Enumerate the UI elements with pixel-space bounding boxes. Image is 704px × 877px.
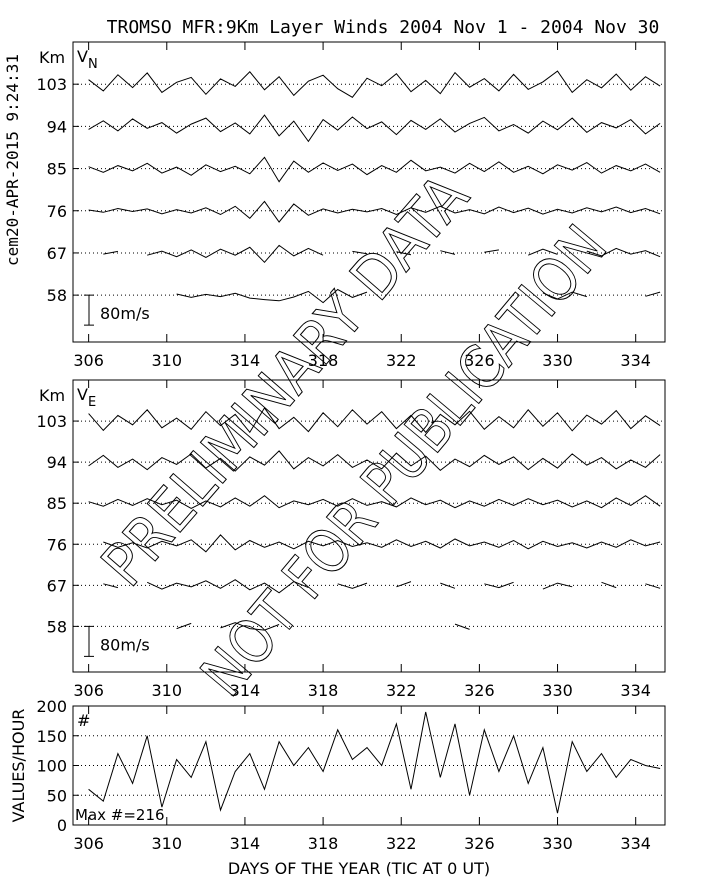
y-tick-label: 76 xyxy=(47,535,67,554)
panel-label: VE xyxy=(77,385,96,410)
x-tick-label: 318 xyxy=(308,681,339,700)
x-tick-label: 306 xyxy=(73,681,104,700)
annotation: Max #=216 xyxy=(75,806,165,824)
x-tick-label: 334 xyxy=(620,351,651,370)
y-tick-label: 103 xyxy=(36,412,67,431)
x-tick-label: 330 xyxy=(542,681,573,700)
x-tick-label: 322 xyxy=(386,834,417,853)
scale-label: 80m/s xyxy=(100,635,150,654)
y-axis-label: Km xyxy=(39,48,65,67)
wind-trace xyxy=(88,70,661,98)
x-tick-label: 306 xyxy=(73,834,104,853)
x-tick-label: 330 xyxy=(542,351,573,370)
x-tick-label: 326 xyxy=(464,834,495,853)
wind-trace xyxy=(88,406,661,434)
y-tick-label: 150 xyxy=(36,727,67,746)
wind-trace xyxy=(88,495,661,509)
frame xyxy=(72,41,666,343)
y-tick-label: 100 xyxy=(36,757,67,776)
wind-trace xyxy=(88,450,661,472)
y-tick-label: 85 xyxy=(47,494,67,513)
x-tick-label: 310 xyxy=(152,681,183,700)
y-tick-label: 50 xyxy=(47,786,67,805)
x-tick-label: 314 xyxy=(230,681,261,700)
side-label: cem20-APR-2015 9:24:31 xyxy=(3,54,22,266)
x-tick-label: 310 xyxy=(152,834,183,853)
scale-label: 80m/s xyxy=(100,304,150,323)
wind-trace xyxy=(88,156,661,183)
x-tick-label: 326 xyxy=(464,681,495,700)
y-tick-label: 94 xyxy=(47,117,67,136)
x-tick-label: 330 xyxy=(542,834,573,853)
x-tick-label: 322 xyxy=(386,681,417,700)
wind-trace xyxy=(88,200,661,223)
y-tick-label: 103 xyxy=(36,75,67,94)
title: TROMSO MFR:9Km Layer Winds 2004 Nov 1 - … xyxy=(107,17,660,38)
panel-label: VN xyxy=(77,47,98,72)
y-tick-label: 200 xyxy=(36,697,67,716)
y-tick-label: 58 xyxy=(47,286,67,305)
y-tick-label: 76 xyxy=(47,202,67,221)
x-tick-label: 310 xyxy=(152,351,183,370)
panel-label: # xyxy=(77,711,90,730)
y-tick-label: 67 xyxy=(47,576,67,595)
x-axis-label: DAYS OF THE YEAR (TIC AT 0 UT) xyxy=(228,859,490,877)
y-tick-label: 85 xyxy=(47,160,67,179)
wind-trace xyxy=(103,579,661,594)
panel-label-main: V xyxy=(77,47,88,66)
frame xyxy=(72,379,666,673)
wind-trace xyxy=(176,288,661,304)
x-tick-label: 334 xyxy=(620,834,651,853)
x-tick-label: 318 xyxy=(308,351,339,370)
x-tick-label: 334 xyxy=(620,681,651,700)
panel-label-main: V xyxy=(77,385,88,404)
y-tick-label: 0 xyxy=(57,816,67,835)
panel-label-main: # xyxy=(77,711,90,730)
y-axis-label: Km xyxy=(39,386,65,405)
y-tick-label: 67 xyxy=(47,244,67,263)
y-axis-label: VALUES/HOUR xyxy=(9,709,28,823)
x-tick-label: 326 xyxy=(464,351,495,370)
x-tick-label: 306 xyxy=(73,351,104,370)
y-tick-label: 58 xyxy=(47,617,67,636)
x-tick-label: 318 xyxy=(308,834,339,853)
x-tick-label: 322 xyxy=(386,351,417,370)
wind-trace xyxy=(103,534,661,553)
panel-label-sub: N xyxy=(88,57,98,72)
wind-trace xyxy=(88,114,661,143)
x-tick-label: 314 xyxy=(230,834,261,853)
panel-label-sub: E xyxy=(88,395,96,410)
count-trace xyxy=(88,711,661,814)
watermark: PRELIMINARY DATA xyxy=(88,161,482,599)
wind-trace xyxy=(103,244,661,264)
y-tick-label: 94 xyxy=(47,453,67,472)
x-tick-label: 314 xyxy=(230,351,261,370)
